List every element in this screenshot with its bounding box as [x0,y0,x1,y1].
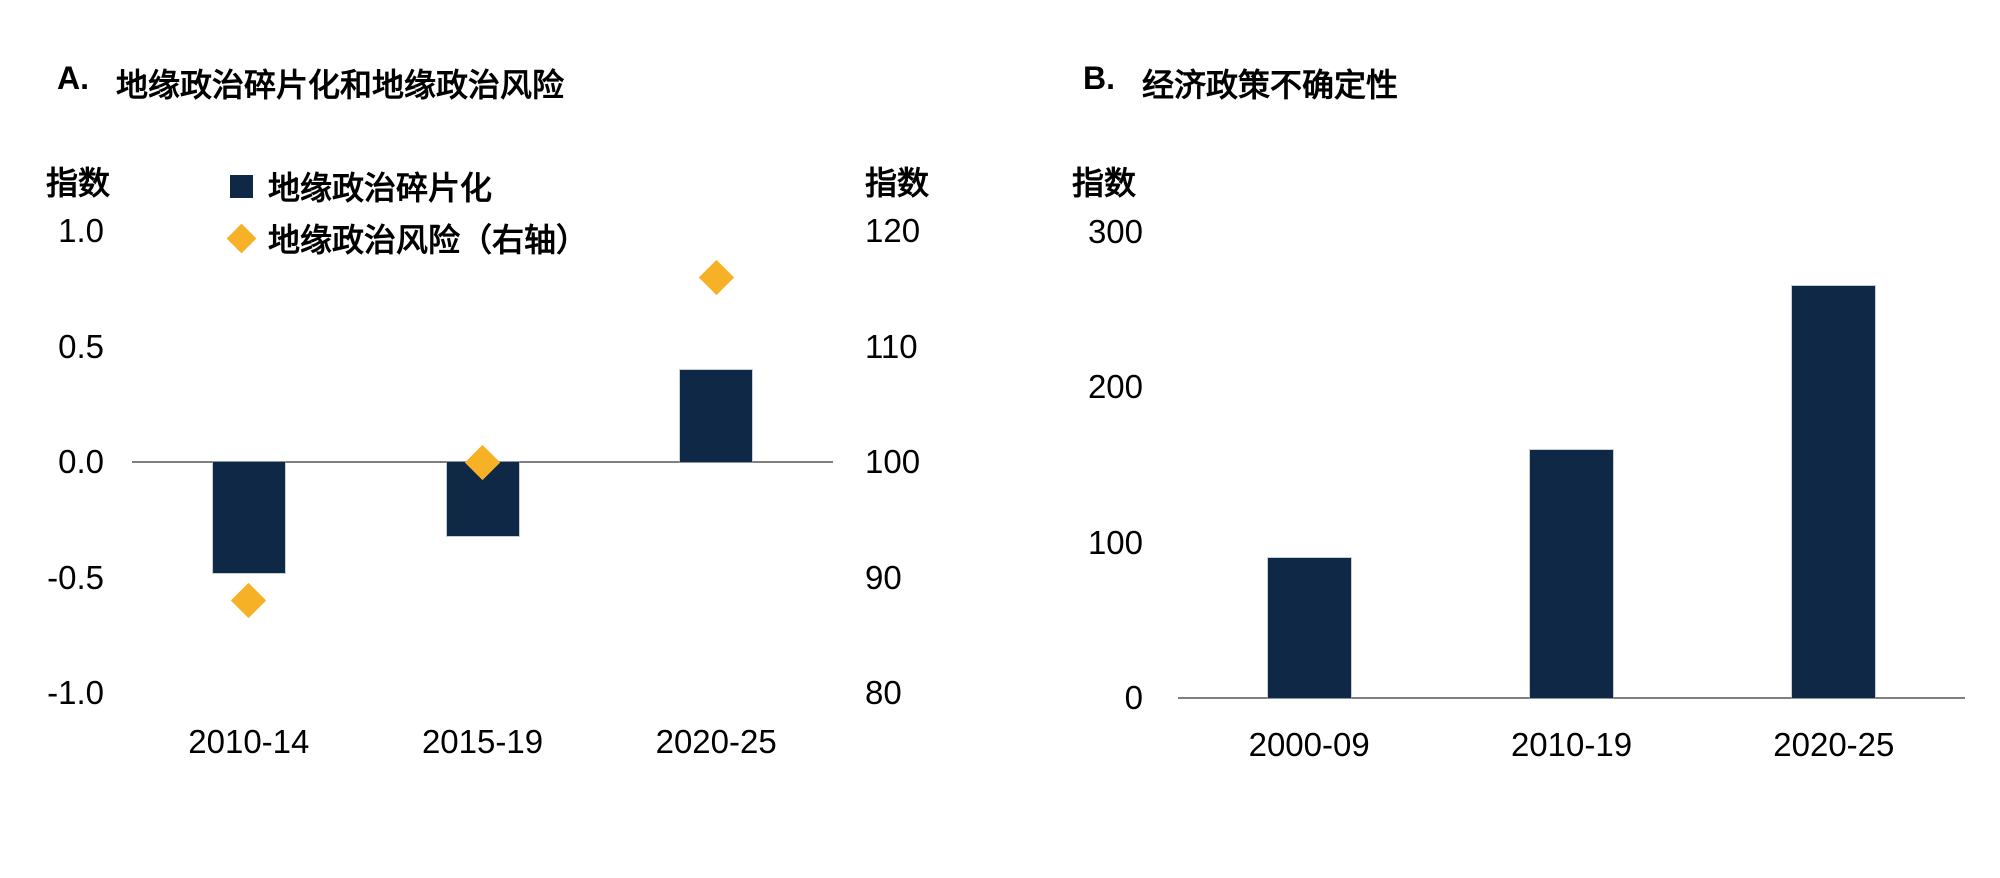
panel-a-title-text: 地缘政治碎片化和地缘政治风险 [116,67,565,103]
panel-a-title: A. 地缘政治碎片化和地缘政治风险 [57,60,564,106]
panel-b-x-label-2000-09: 2000-09 [1248,726,1370,763]
panel-b-x-label-2010-19: 2010-19 [1510,726,1633,763]
amber-diamond-icon [226,223,257,253]
panel-a-x-label-2015-19: 2015-19 [421,723,544,760]
panel-b-x-label-2020-25: 2020-25 [1773,726,1895,763]
panel-b-left-tick-0: 0 [1124,679,1143,716]
panel-a-left-axis-unit-label: 指数 [46,165,111,201]
panel-b-left-tick-300: 300 [1087,213,1143,251]
panel-a-left-tick-1.0: 1.0 [58,212,104,249]
panel-a-right-tick-120: 120 [865,212,921,249]
panel-b-title: B. 经济政策不确定性 [1083,60,1398,106]
panel-a-x-label-2010-14: 2010-14 [188,723,310,760]
panel-a-title-prefix: A. [57,60,89,96]
bar-b-2020-25 [1792,286,1876,698]
navy-square-icon [230,174,253,198]
panel-a-left-tick-0.0: 0.0 [58,443,104,480]
panel-a-right-tick-90: 90 [865,558,902,596]
panel-a-legend: 地缘政治碎片化 地缘政治风险（右轴） [226,165,589,269]
bar-b-2000-09 [1267,558,1351,698]
panel-b-title-prefix: B. [1083,60,1115,96]
panel-b-left-tick-200: 200 [1087,368,1143,406]
bar-b-2010-19 [1530,449,1613,698]
panel-b-axis-line [1178,697,1965,699]
panel-b-axis-unit-label: 指数 [1072,165,1137,201]
panel-a-right-tick-100: 100 [865,443,921,480]
panel-a-left-tick--0.5: -0.5 [47,558,104,596]
legend-item-risk: 地缘政治风险（右轴） [226,217,589,259]
legend-label-risk: 地缘政治风险（右轴） [268,222,589,258]
panel-a-left-tick-0.5: 0.5 [58,327,104,365]
panel-a-right-tick-80: 80 [865,674,902,711]
panel-b-left-tick-100: 100 [1087,523,1143,561]
panel-a-right-axis-unit-label: 指数 [865,165,930,201]
panel-a-right-tick-110: 110 [865,327,918,365]
panel-a-x-label-2020-25: 2020-25 [655,723,777,760]
panel-a-left-tick--1.0: -1.0 [47,674,104,711]
bar-a-2020-25 [680,369,753,462]
panel-b-title-text: 经济政策不确定性 [1142,67,1399,103]
diamond-marker-2010-14 [231,582,267,619]
diamond-marker-2020-25 [698,259,734,295]
legend-item-fragmentation: 地缘政治碎片化 [230,165,588,207]
legend-label-fragmentation: 地缘政治碎片化 [268,170,493,206]
bar-a-2010-14 [212,462,285,573]
